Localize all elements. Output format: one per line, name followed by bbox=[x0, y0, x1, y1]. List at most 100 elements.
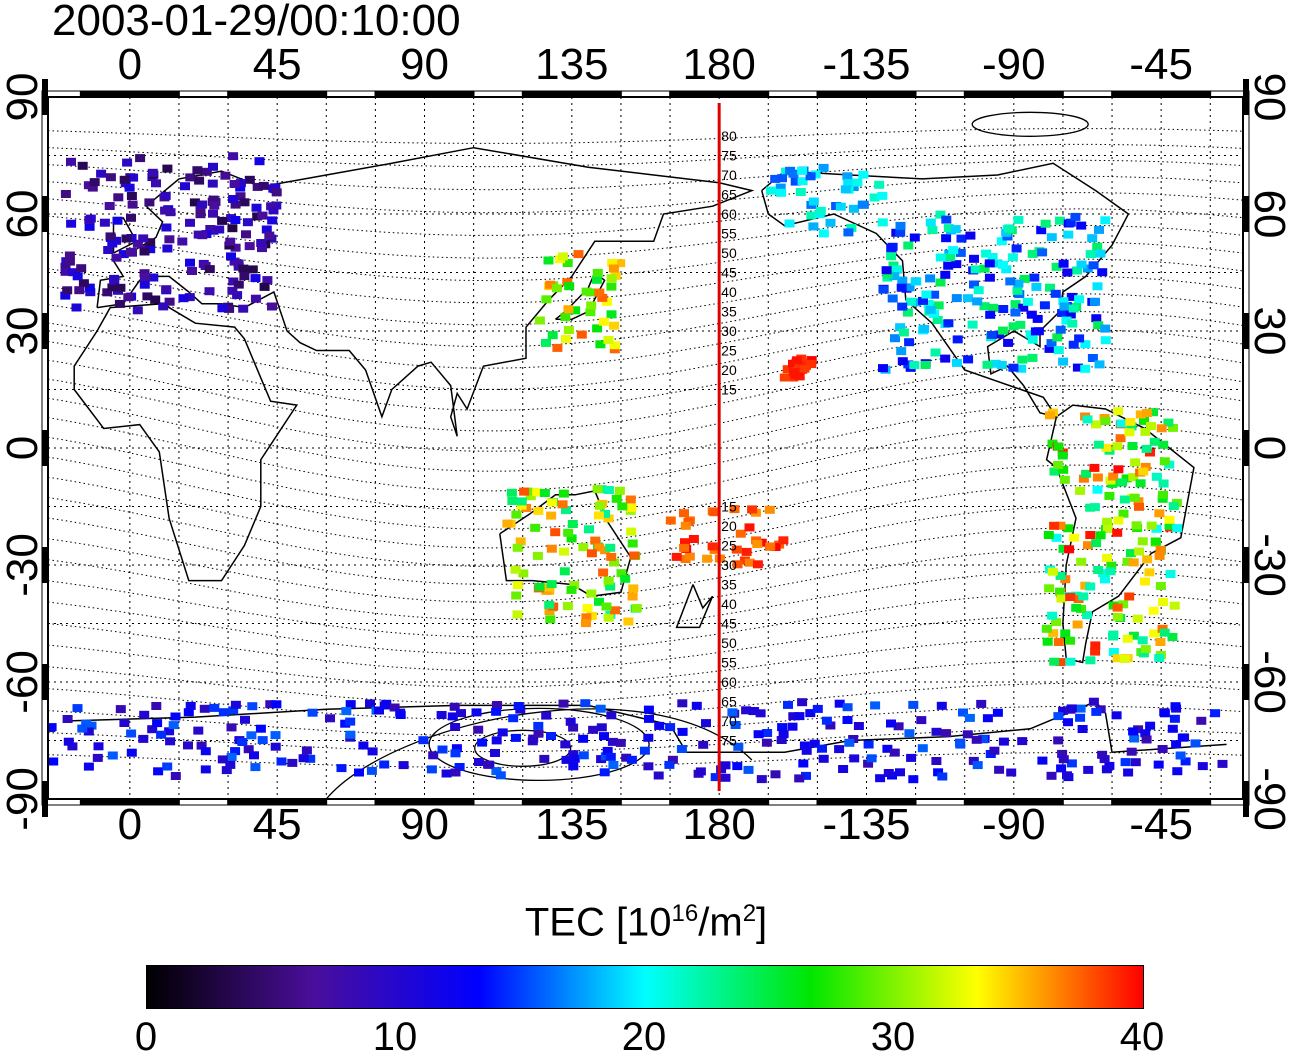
tec-cell bbox=[119, 175, 130, 184]
tec-cell bbox=[126, 192, 137, 200]
tec-cell bbox=[665, 723, 676, 732]
tec-cell bbox=[809, 739, 820, 748]
tec-cell bbox=[1130, 458, 1141, 467]
tec-cell bbox=[795, 188, 806, 196]
tec-cell bbox=[755, 709, 766, 718]
tec-cell bbox=[1091, 420, 1102, 429]
tec-cell bbox=[1045, 283, 1055, 292]
tec-cell bbox=[60, 190, 71, 198]
tec-cell bbox=[1057, 309, 1068, 317]
tec-cell bbox=[221, 766, 232, 775]
tec-cell bbox=[979, 302, 990, 311]
tec-cell bbox=[161, 285, 172, 294]
tec-cell bbox=[1217, 759, 1228, 768]
tec-cell bbox=[532, 488, 543, 497]
tec-cell bbox=[727, 708, 738, 717]
magnetic-latitude-contour bbox=[48, 347, 1243, 432]
tec-cell bbox=[139, 710, 150, 719]
tec-cell bbox=[1134, 547, 1145, 556]
tec-cell bbox=[1067, 319, 1078, 328]
tec-cell bbox=[119, 719, 130, 727]
tec-cell bbox=[920, 361, 931, 369]
tec-cell bbox=[164, 727, 175, 736]
tec-cell bbox=[164, 235, 175, 244]
tec-cell bbox=[897, 302, 908, 311]
tec-cell bbox=[271, 201, 282, 210]
tec-cell bbox=[1112, 528, 1123, 537]
tec-cell bbox=[985, 310, 996, 319]
tec-cell bbox=[1082, 611, 1092, 620]
tec-cell bbox=[958, 708, 968, 717]
magnetic-latitude-contour bbox=[48, 485, 1243, 567]
coastline bbox=[760, 162, 1130, 418]
tec-cell bbox=[1119, 495, 1130, 504]
tec-cell bbox=[676, 745, 687, 753]
timestamp-title: 2003-01-29/00:10:00 bbox=[52, 0, 461, 45]
tec-cell bbox=[887, 242, 898, 251]
tec-cell bbox=[1049, 657, 1060, 666]
tec-cell bbox=[276, 757, 287, 766]
tec-cell bbox=[205, 225, 216, 233]
magnetic-latitude-contour bbox=[48, 329, 1243, 411]
tec-cell bbox=[127, 200, 138, 209]
meridian-label: 15 bbox=[721, 382, 737, 398]
tec-cell bbox=[1196, 716, 1207, 725]
tec-cell bbox=[1072, 266, 1082, 275]
tec-cell bbox=[904, 338, 915, 347]
tec-cell bbox=[870, 701, 881, 710]
tec-cell bbox=[1089, 503, 1100, 512]
tec-cell bbox=[610, 606, 620, 615]
tec-cell bbox=[941, 729, 952, 738]
tec-cell bbox=[1148, 408, 1158, 417]
tec-cell bbox=[77, 161, 88, 170]
tec-cell bbox=[592, 268, 603, 277]
tec-cell bbox=[1104, 491, 1115, 500]
tec-cell bbox=[1164, 515, 1175, 524]
tec-cell bbox=[162, 244, 173, 253]
magnetic-latitude-contour bbox=[48, 660, 1243, 705]
tec-cell bbox=[744, 523, 755, 532]
tec-cell bbox=[607, 258, 618, 267]
tec-cell bbox=[217, 755, 228, 764]
tec-cell bbox=[161, 223, 172, 232]
tec-cell bbox=[568, 750, 579, 759]
tec-cell bbox=[255, 724, 266, 733]
tec-cell bbox=[1036, 226, 1047, 235]
tec-cell bbox=[578, 751, 589, 760]
tec-cell bbox=[906, 753, 917, 762]
tec-cell bbox=[609, 345, 620, 354]
magnetic-latitude-contour bbox=[48, 506, 1243, 585]
tec-cell bbox=[707, 542, 718, 551]
tec-cell bbox=[77, 724, 88, 733]
tec-cell bbox=[533, 506, 544, 515]
tec-cell bbox=[162, 762, 173, 771]
magnetic-latitude-contour bbox=[48, 143, 1243, 168]
bottom-longitude-tick: 45 bbox=[252, 800, 302, 849]
tec-cell bbox=[815, 206, 826, 215]
tec-cell bbox=[929, 309, 940, 318]
tec-cell bbox=[843, 179, 854, 188]
tec-cell bbox=[1112, 654, 1123, 663]
tec-cell bbox=[195, 210, 206, 219]
tec-cell bbox=[996, 361, 1007, 369]
tec-cell bbox=[1132, 614, 1143, 623]
tec-cell bbox=[1163, 418, 1174, 427]
tec-cell bbox=[1017, 737, 1028, 746]
top-longitude-tick: 90 bbox=[400, 40, 449, 89]
tec-cell bbox=[825, 721, 836, 730]
tec-cell bbox=[1138, 649, 1149, 658]
tec-cell bbox=[78, 279, 89, 288]
tec-cell bbox=[626, 503, 637, 512]
tec-cell bbox=[825, 218, 836, 227]
tec-cell bbox=[545, 615, 556, 624]
tec-cell bbox=[730, 721, 741, 729]
tec-data-cells bbox=[48, 152, 1228, 784]
bottom-longitude-tick: -90 bbox=[982, 800, 1046, 849]
tec-cell bbox=[541, 711, 552, 720]
tec-cell bbox=[1091, 539, 1102, 548]
tec-cell bbox=[943, 261, 954, 270]
tec-cell bbox=[586, 589, 597, 598]
tec-cell bbox=[1063, 524, 1074, 533]
tec-cell bbox=[491, 736, 502, 745]
tec-cell bbox=[193, 726, 204, 735]
